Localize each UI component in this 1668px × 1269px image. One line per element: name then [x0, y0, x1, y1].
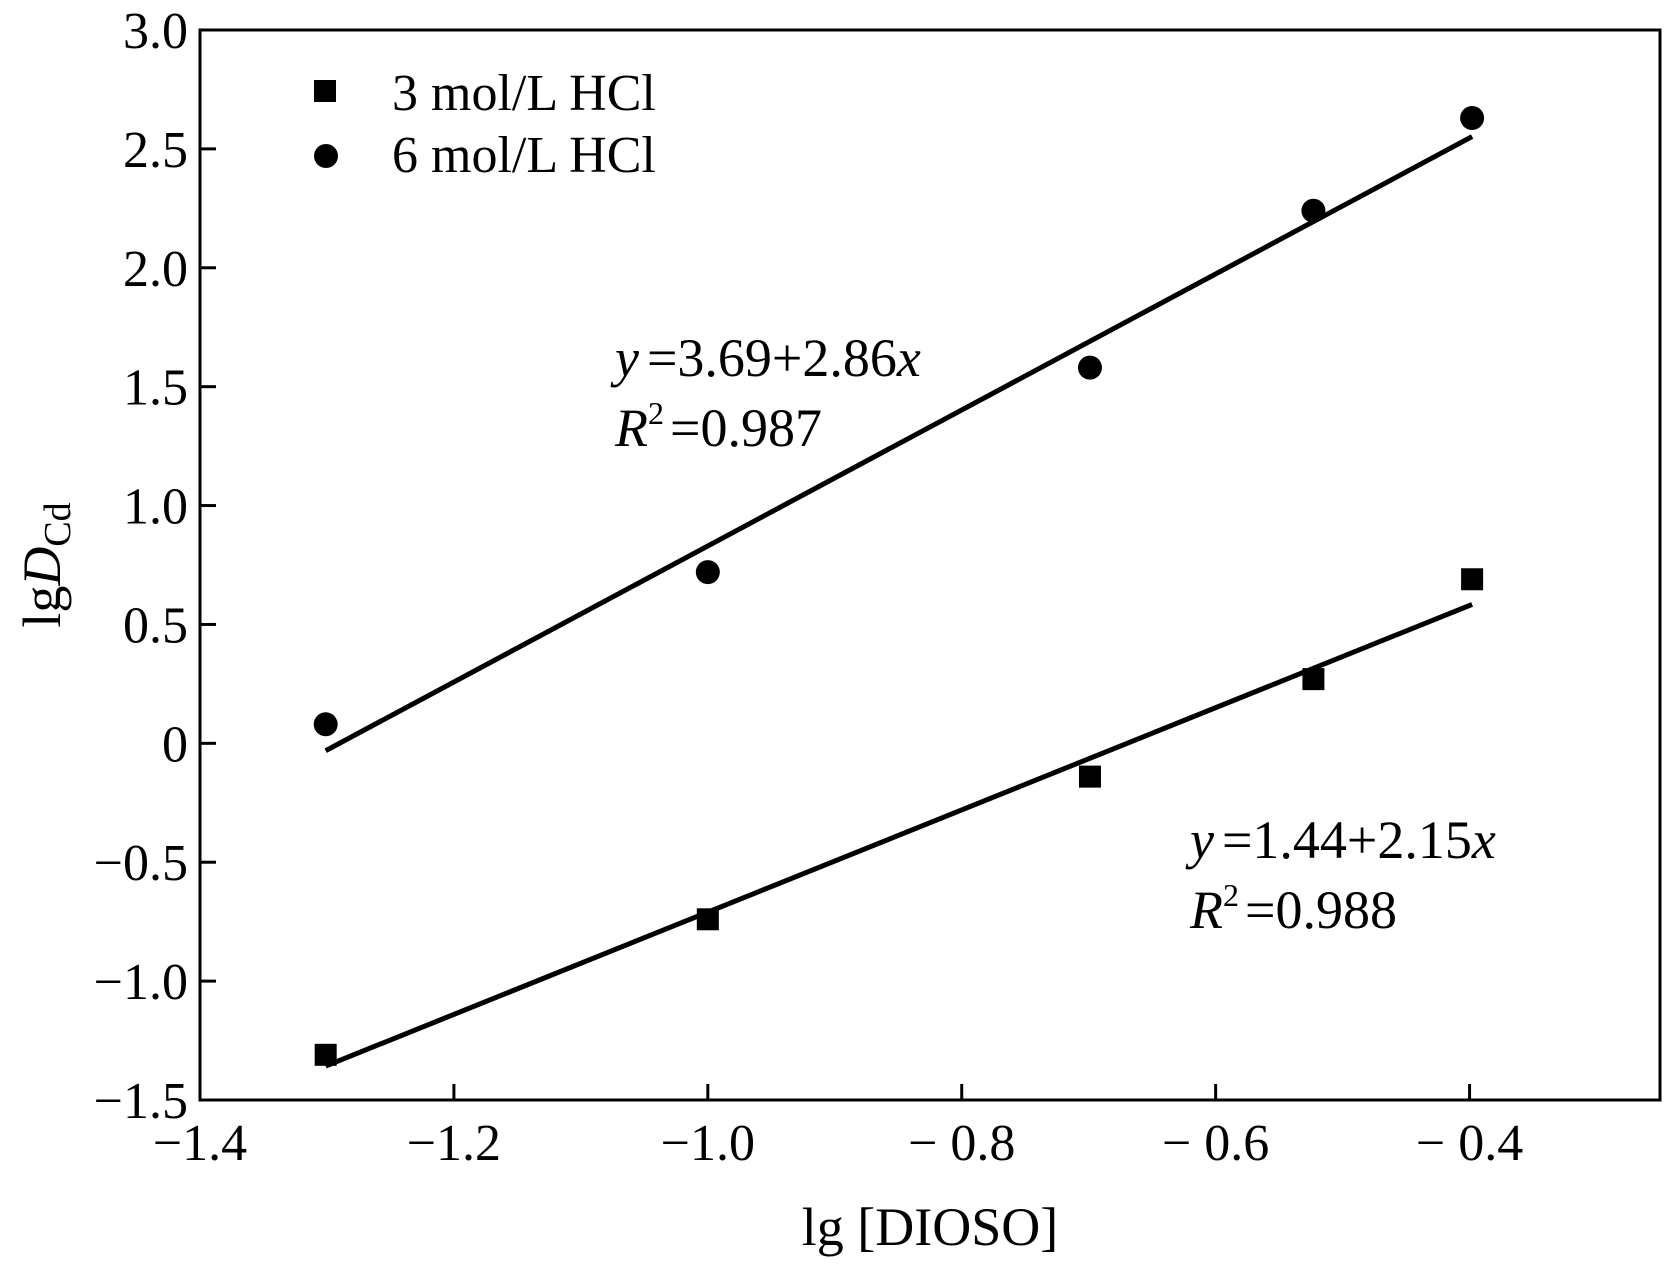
- y-tick-label: −1.5: [94, 1073, 188, 1130]
- ticks: −1.4 −1.2 −1.0 − 0.8 − 0.6 − 0.4 −1.5 −1.0 −0.5 0…: [94, 3, 1524, 1172]
- x-tick-label: − 0.4: [1416, 1115, 1523, 1172]
- y-axis-title: lgDCd: [12, 502, 79, 627]
- r2-3m-line: R2 =0.988: [1189, 877, 1397, 940]
- x-tick-label: − 0.6: [1162, 1115, 1269, 1172]
- y-tick-label: 2.0: [123, 241, 188, 298]
- data-points: [313, 105, 1485, 1066]
- equation-3m: y =1.44+2.15x R2 =0.988: [1185, 810, 1496, 940]
- y-tick-label: 1.0: [123, 479, 188, 536]
- y-tick-label: −0.5: [94, 835, 188, 892]
- equation-6m: y =3.69+2.86x R2 =0.987: [610, 328, 921, 458]
- legend-marker-circle: [314, 144, 338, 168]
- data-point-circle: [1077, 355, 1102, 380]
- data-point-square: [696, 908, 719, 931]
- legend-label-3m: 3 mol/L HCl: [392, 65, 656, 122]
- data-point-square: [314, 1043, 337, 1066]
- data-point-circle: [313, 712, 338, 737]
- data-point-circle: [1301, 198, 1326, 223]
- x-tick-label: −1.2: [407, 1115, 501, 1172]
- legend: 3 mol/L HCl 6 mol/L HCl: [314, 65, 656, 184]
- equation-3m-line: y =1.44+2.15x: [1185, 810, 1496, 870]
- legend-marker-square: [314, 80, 336, 102]
- r2-6m-line: R2 =0.987: [614, 395, 822, 458]
- data-point-circle: [695, 560, 720, 585]
- plot-frame: [198, 28, 1662, 1102]
- fit-line-circle: [324, 134, 1474, 753]
- x-axis-title: lg [DIOSO]: [802, 1197, 1058, 1257]
- x-tick-label: −1.0: [661, 1115, 755, 1172]
- fit-lines: [324, 134, 1474, 1069]
- equation-6m-line: y =3.69+2.86x: [610, 328, 921, 388]
- y-tick-label: 2.5: [123, 122, 188, 179]
- y-tick-label: 1.5: [123, 360, 188, 417]
- data-point-square: [1078, 765, 1101, 788]
- y-tick-label: 3.0: [123, 3, 188, 60]
- y-tick-label: −1.0: [94, 954, 188, 1011]
- y-tick-label: 0.5: [123, 597, 188, 654]
- data-point-square: [1302, 668, 1325, 691]
- x-tick-label: − 0.8: [908, 1115, 1015, 1172]
- data-point-circle: [1460, 105, 1485, 130]
- y-tick-label: 0: [162, 716, 188, 773]
- x-tick-label: −1.4: [153, 1115, 247, 1172]
- legend-label-6m: 6 mol/L HCl: [392, 127, 656, 184]
- data-point-square: [1461, 568, 1484, 591]
- fit-line-square: [324, 602, 1474, 1069]
